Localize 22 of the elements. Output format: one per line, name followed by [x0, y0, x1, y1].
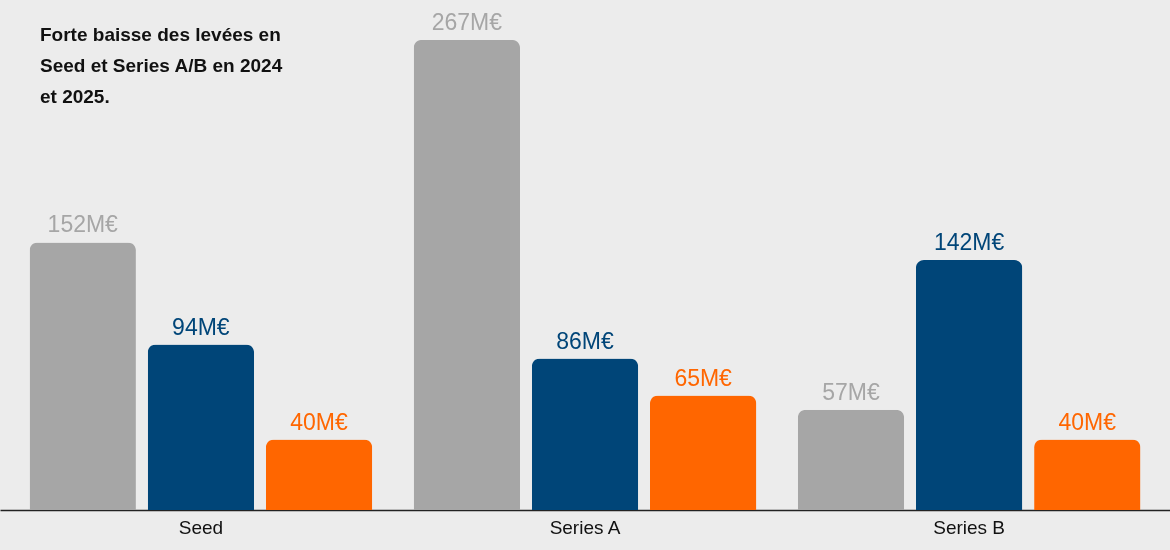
data-label: 142M€	[933, 229, 1005, 256]
bar	[265, 439, 373, 510]
bar	[915, 260, 1023, 510]
bar	[649, 395, 757, 510]
x-tick-label: Series A	[549, 516, 621, 538]
data-label: 152M€	[47, 211, 119, 238]
data-label: 94M€	[172, 313, 230, 340]
bar	[147, 344, 255, 510]
data-label: 40M€	[290, 408, 349, 435]
bar	[531, 358, 639, 510]
x-tick-label: Seed	[178, 516, 224, 538]
data-label: 267M€	[431, 8, 503, 35]
x-tick-label: Series B	[933, 516, 1006, 538]
bar	[1034, 439, 1141, 510]
data-label: 40M€	[1058, 408, 1117, 435]
data-label: 57M€	[822, 378, 880, 405]
bar	[413, 39, 521, 510]
bar	[797, 409, 905, 510]
data-label: 65M€	[674, 364, 733, 391]
text: Forte baisse des levées en Seed et Series A/B en 2024 et 2025.	[40, 24, 283, 107]
bar	[29, 242, 136, 510]
data-label: 86M€	[556, 327, 614, 354]
